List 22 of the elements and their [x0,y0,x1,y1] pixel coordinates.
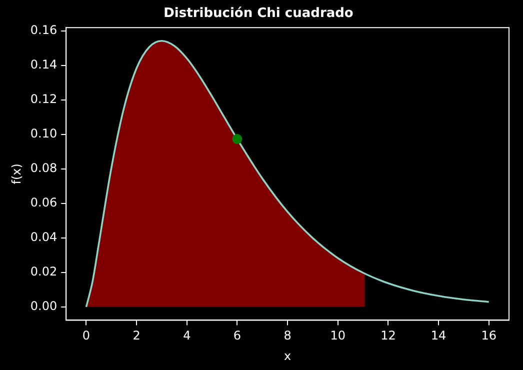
x-tick-label: 4 [183,328,191,343]
y-tick-label: 0.12 [30,92,58,106]
x-tick-label: 14 [430,328,446,343]
x-axis-title: x [284,348,292,363]
y-tick-label: 0.10 [30,126,58,141]
y-tick-label: 0.08 [30,161,58,176]
y-tick-label: 0.16 [30,23,58,38]
y-tick-label: 0.04 [30,230,58,244]
y-tick-label: 0.00 [30,299,58,314]
x-tick-label: 12 [380,328,396,343]
y-tick-label: 0.06 [30,196,58,210]
x-tick-label: 2 [132,328,140,343]
x-tick-label: 10 [330,328,346,343]
y-tick-label: 0.02 [30,264,58,279]
x-tick-label: 0 [82,328,90,343]
y-tick-label: 0.14 [30,58,58,72]
y-axis-title: f(x) [9,164,24,184]
x-tick-label: 16 [481,328,497,343]
x-tick-label: 6 [233,328,242,343]
chart-title: Distribución Chi cuadrado [164,6,354,22]
x-tick-label: 8 [284,328,292,343]
line-series [85,40,490,308]
